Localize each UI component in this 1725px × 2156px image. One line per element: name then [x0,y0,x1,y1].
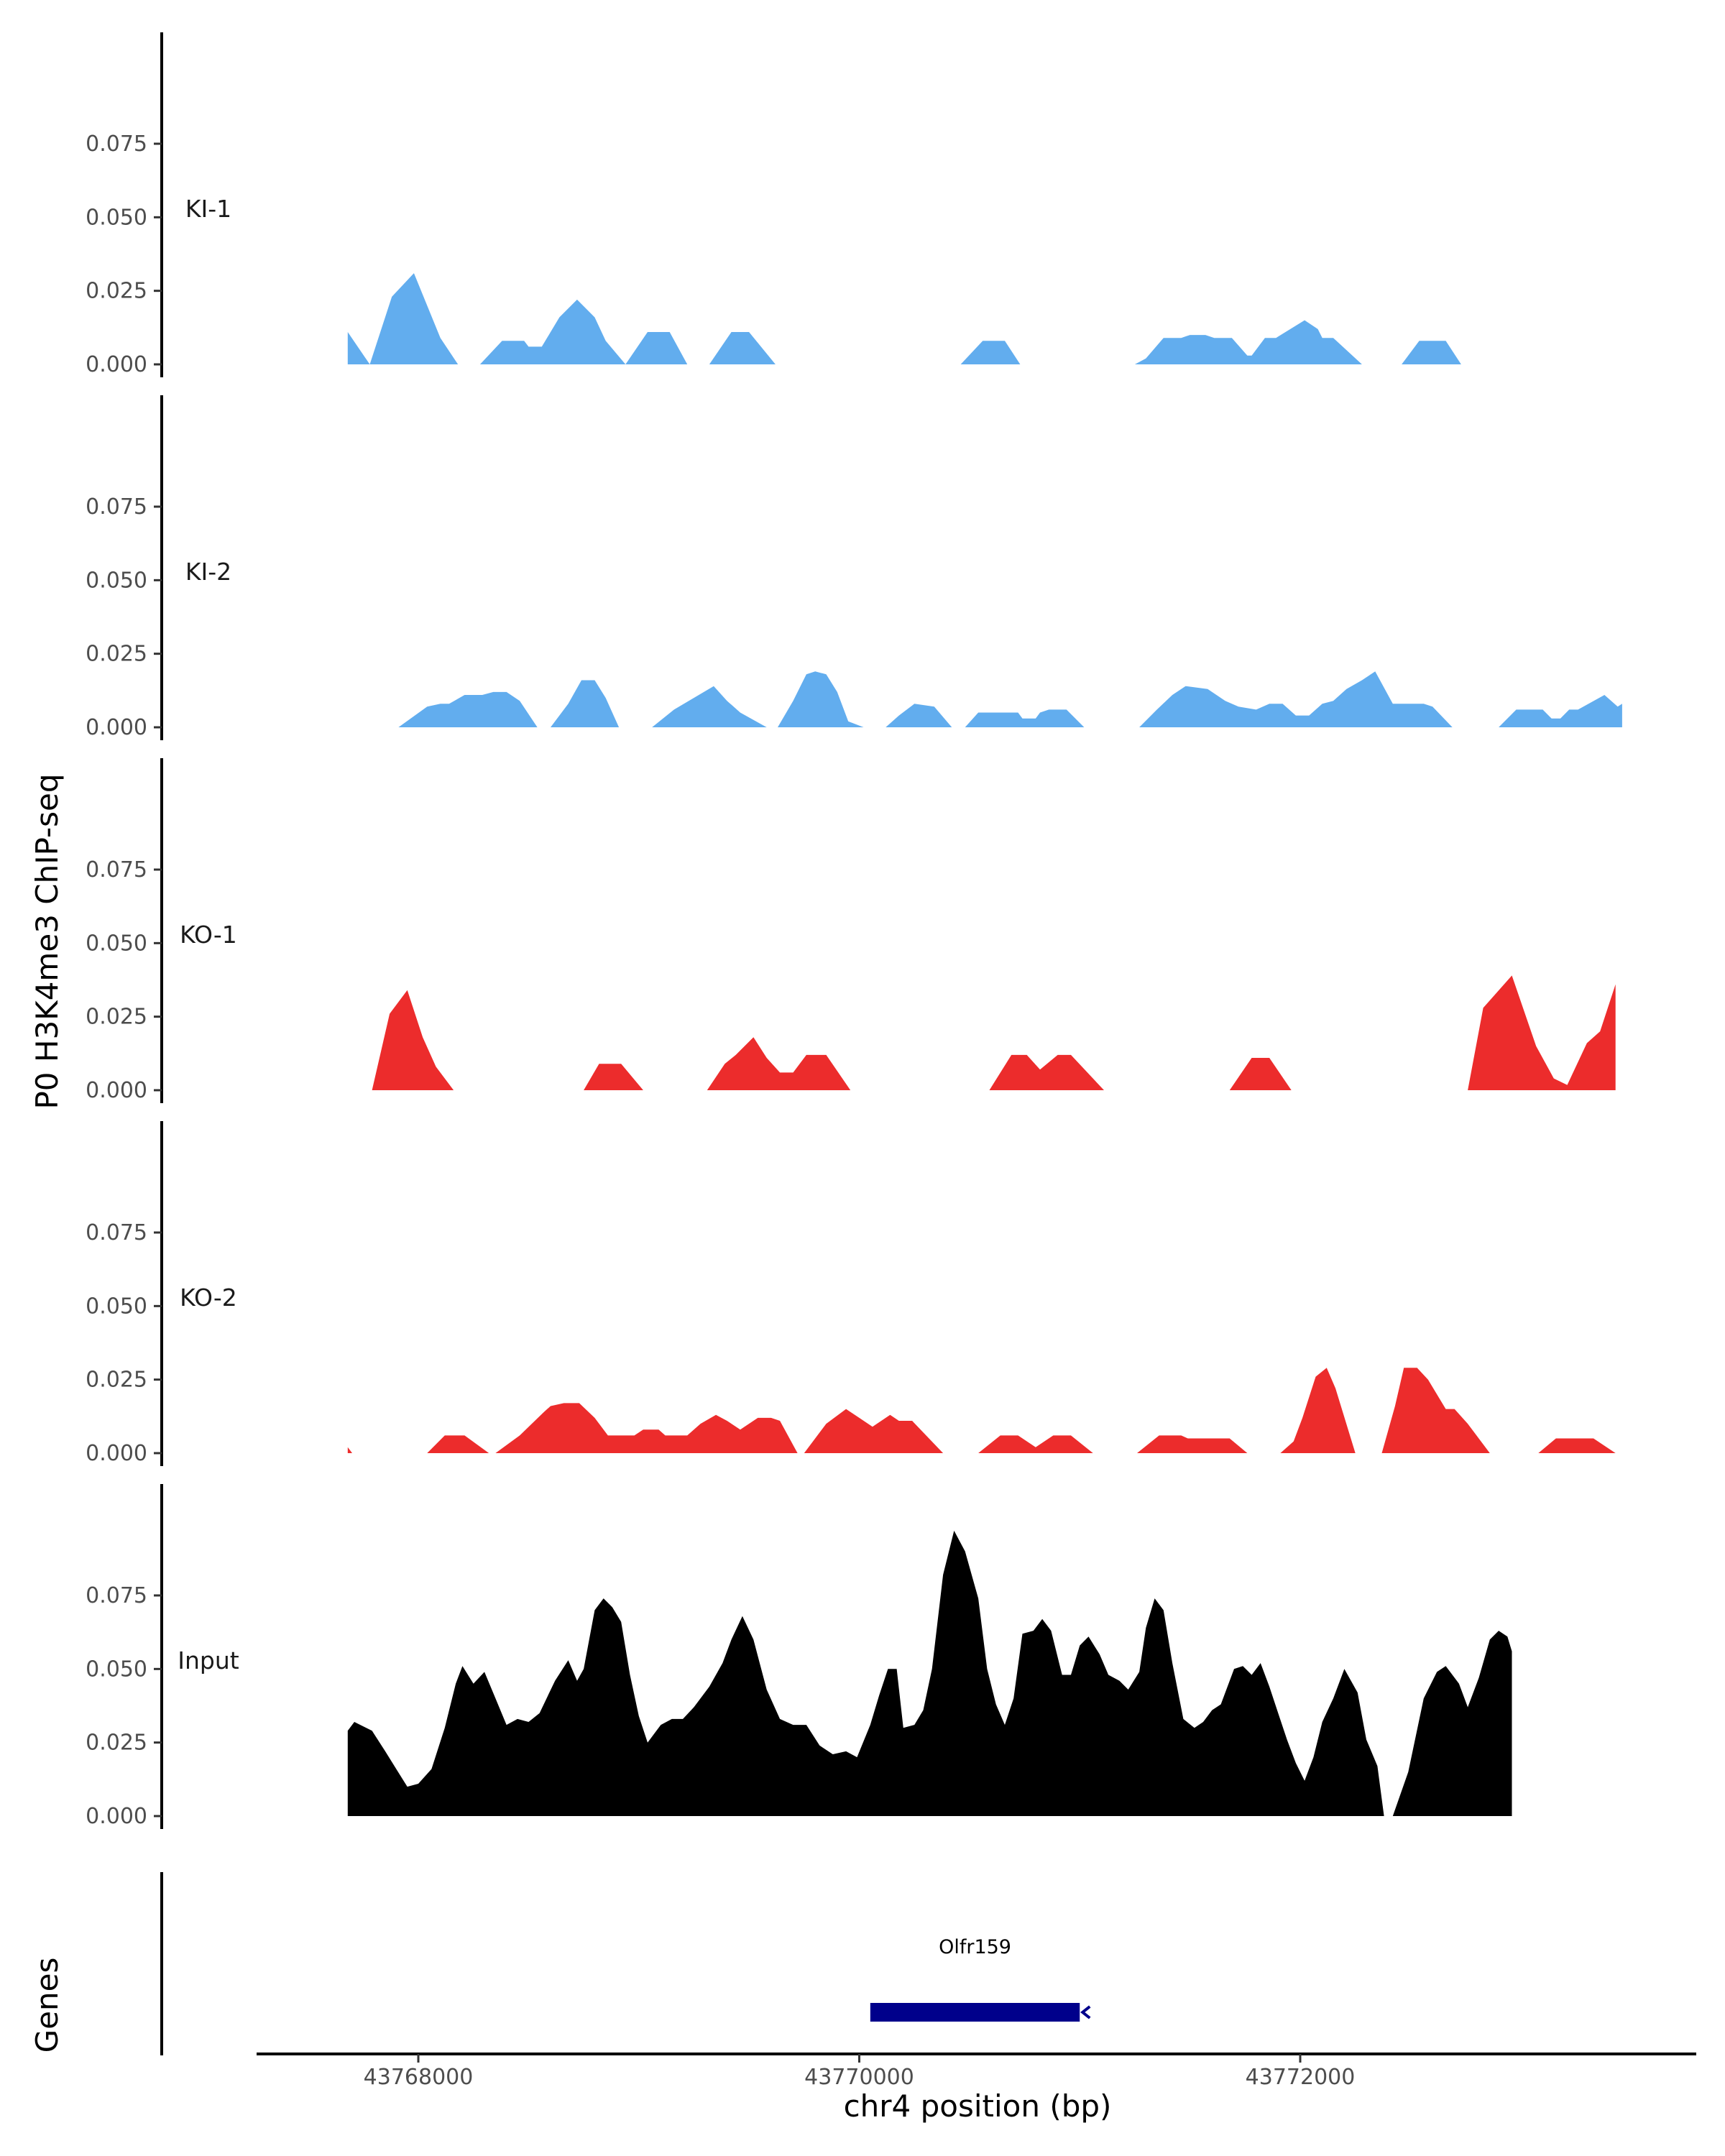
signal-area [347,1447,352,1453]
signal-area [584,1064,643,1090]
y-tick-label: 0.050 [86,1657,147,1682]
signal-area [495,1403,798,1453]
track-panels: 0.0000.0250.0500.075KI-10.0000.0250.0500… [86,32,1622,1829]
y-tick-label: 0.075 [86,494,147,520]
x-tick-label: 43772000 [1246,2065,1356,2090]
y-tick-label: 0.000 [86,1804,147,1829]
signal-area [1468,975,1578,1090]
track-panel-input: 0.000 0.025 0.050 0.075 Input [86,1484,1512,1829]
x-axis-title: chr4 position (bp) [844,2088,1112,2124]
y-tick-label: 0.025 [86,642,147,667]
signal-area [347,1530,1384,1816]
y-tick-label: 0.075 [86,857,147,883]
y-axis-title: P0 H3K4me3 ChIP-seq [29,773,65,1109]
track-panel-ki-1: 0.000 0.025 0.050 0.075 KI-1 [86,32,1461,377]
gene-strand-arrow [1080,2005,1091,2019]
signal-area [652,686,767,727]
x-tick-label: 43770000 [804,2065,914,2090]
signal-area [1565,984,1616,1090]
signal-area [804,1409,944,1453]
signal-area [1280,1368,1356,1453]
signal-area [709,332,776,364]
signal-area [398,691,538,727]
signal-area [1134,320,1362,364]
track-panel-ko-1: 0.000 0.025 0.050 0.075 KO-1 [86,758,1616,1103]
signal-area [978,1435,1093,1453]
signal-area [886,704,952,727]
y-tick-label: 0.050 [86,1294,147,1319]
y-tick-label: 0.025 [86,279,147,304]
signal-area [1137,1435,1248,1453]
signal-area [1499,695,1622,727]
signal-area [372,990,454,1090]
y-tick-label: 0.050 [86,931,147,956]
y-tick-label: 0.025 [86,1005,147,1030]
track-label: Input [178,1646,239,1674]
y-tick-label: 0.025 [86,1368,147,1393]
track-label: KI-1 [185,195,231,223]
y-tick-label: 0.075 [86,1583,147,1608]
y-tick-label: 0.050 [86,568,147,593]
signal-area [960,341,1021,364]
track-label: KI-2 [185,558,231,586]
signal-area [1402,341,1461,364]
track-label: KO-2 [180,1284,237,1312]
x-tick-label: 43768000 [364,2065,474,2090]
y-tick-label: 0.025 [86,1731,147,1756]
signal-area [427,1435,489,1453]
y-tick-label: 0.000 [86,1078,147,1103]
signal-area [1381,1368,1490,1453]
signal-area [989,1054,1104,1090]
signal-area [707,1037,851,1090]
signal-area [1229,1058,1292,1090]
gene-body [870,2003,1080,2022]
y-tick-label: 0.075 [86,1220,147,1245]
signal-area [551,680,620,727]
signal-area [965,709,1085,727]
signal-area [479,299,626,364]
signal-area [1392,1631,1512,1816]
signal-area [778,671,864,727]
gene-label: Olfr159 [939,1936,1011,1958]
track-label: KO-1 [180,921,237,949]
signal-area [1139,671,1453,727]
track-panel-ko-2: 0.000 0.025 0.050 0.075 KO-2 [86,1121,1616,1466]
track-panel-ki-2: 0.000 0.025 0.050 0.075 KI-2 [86,395,1622,740]
signal-area [1538,1438,1616,1453]
y-tick-label: 0.000 [86,1441,147,1466]
y-tick-label: 0.000 [86,352,147,377]
signal-area [347,273,459,364]
signal-area [625,332,688,364]
genes-axis-title: Genes [29,1958,65,2053]
gene-panel: 43768000 43770000 43772000 Olfr159 [160,1872,1696,2090]
y-tick-label: 0.075 [86,132,147,157]
y-tick-label: 0.000 [86,715,147,740]
y-tick-label: 0.050 [86,205,147,230]
